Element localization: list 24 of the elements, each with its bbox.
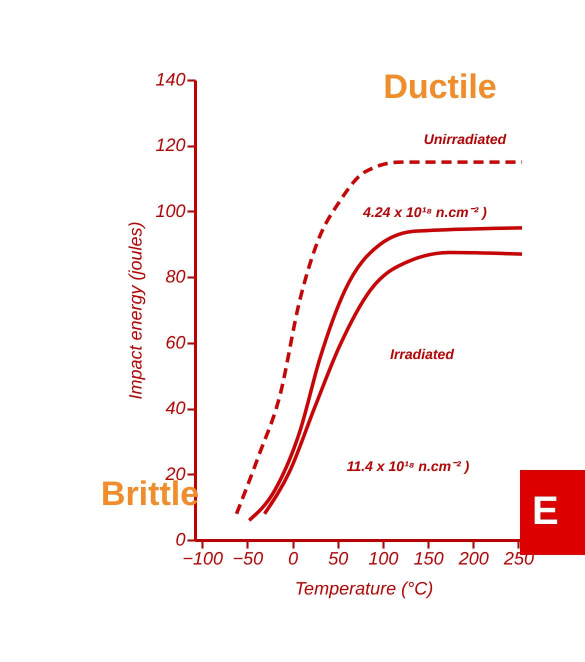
annotation: 11.4 x 10¹⁸ n.cm⁻² ) [346, 458, 470, 474]
line-series [234, 160, 524, 516]
y-tick-label: 60 [165, 332, 186, 352]
x-tick-label: 50 [328, 548, 348, 568]
x-tick-label: −100 [182, 548, 223, 568]
y-tick-label: 40 [165, 398, 186, 418]
y-tick-label: 0 [175, 530, 186, 550]
annotation: Unirradiated [424, 131, 507, 147]
x-tick-label: −50 [232, 548, 264, 568]
annotation: E [532, 489, 559, 533]
annotation: Ductile [383, 68, 497, 106]
x-tick-label: 0 [288, 548, 298, 568]
y-axis-title: Impact energy (joules) [125, 221, 146, 400]
y-tick-label: 140 [155, 70, 186, 90]
y-tick-label: 80 [165, 266, 186, 287]
annotation: 4.24 x 10¹⁸ n.cm⁻² ) [362, 204, 488, 220]
x-tick-label: 150 [414, 548, 444, 568]
x-axis-title: Temperature (°C) [294, 578, 434, 598]
x-tick-label: 200 [458, 548, 489, 568]
annotation: Irradiated [390, 346, 454, 362]
line-series [247, 226, 524, 522]
x-tick-label: 100 [368, 548, 398, 568]
y-tick-label: 120 [155, 135, 186, 156]
y-tick-label: 100 [155, 200, 186, 221]
